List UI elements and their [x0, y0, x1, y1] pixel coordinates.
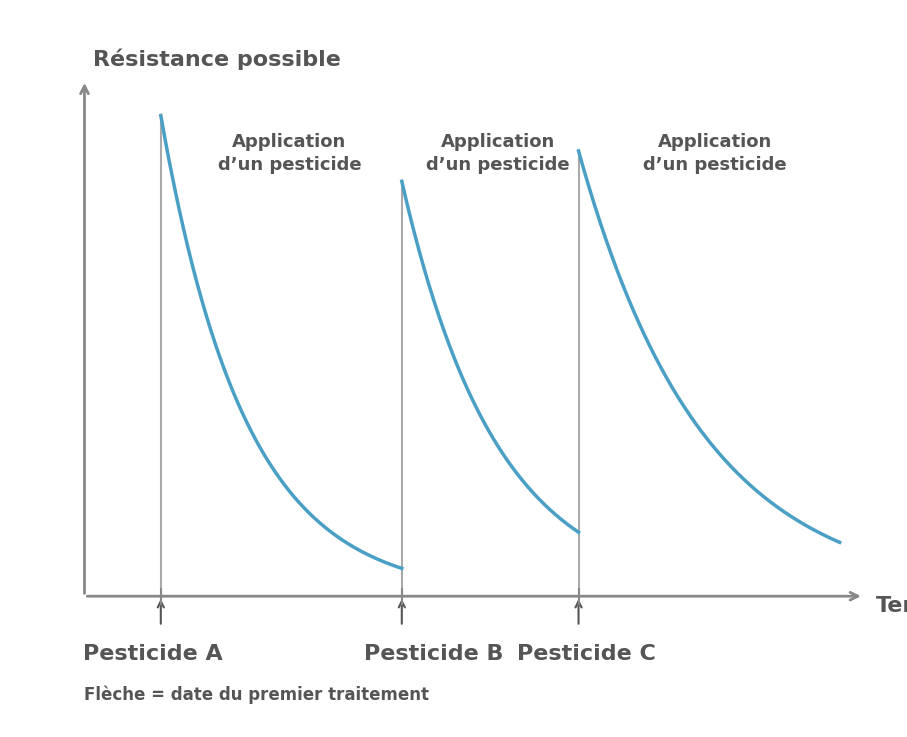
Text: Application
d’un pesticide: Application d’un pesticide	[218, 133, 361, 174]
Text: Flèche = date du premier traitement: Flèche = date du premier traitement	[84, 685, 430, 704]
Text: Résistance possible: Résistance possible	[93, 49, 340, 70]
Text: Pesticide C: Pesticide C	[517, 644, 656, 664]
Text: Temps: Temps	[876, 596, 907, 616]
Text: Application
d’un pesticide: Application d’un pesticide	[426, 133, 570, 174]
Text: Pesticide B: Pesticide B	[365, 644, 503, 664]
Text: Pesticide A: Pesticide A	[83, 644, 222, 664]
Text: Application
d’un pesticide: Application d’un pesticide	[643, 133, 787, 174]
